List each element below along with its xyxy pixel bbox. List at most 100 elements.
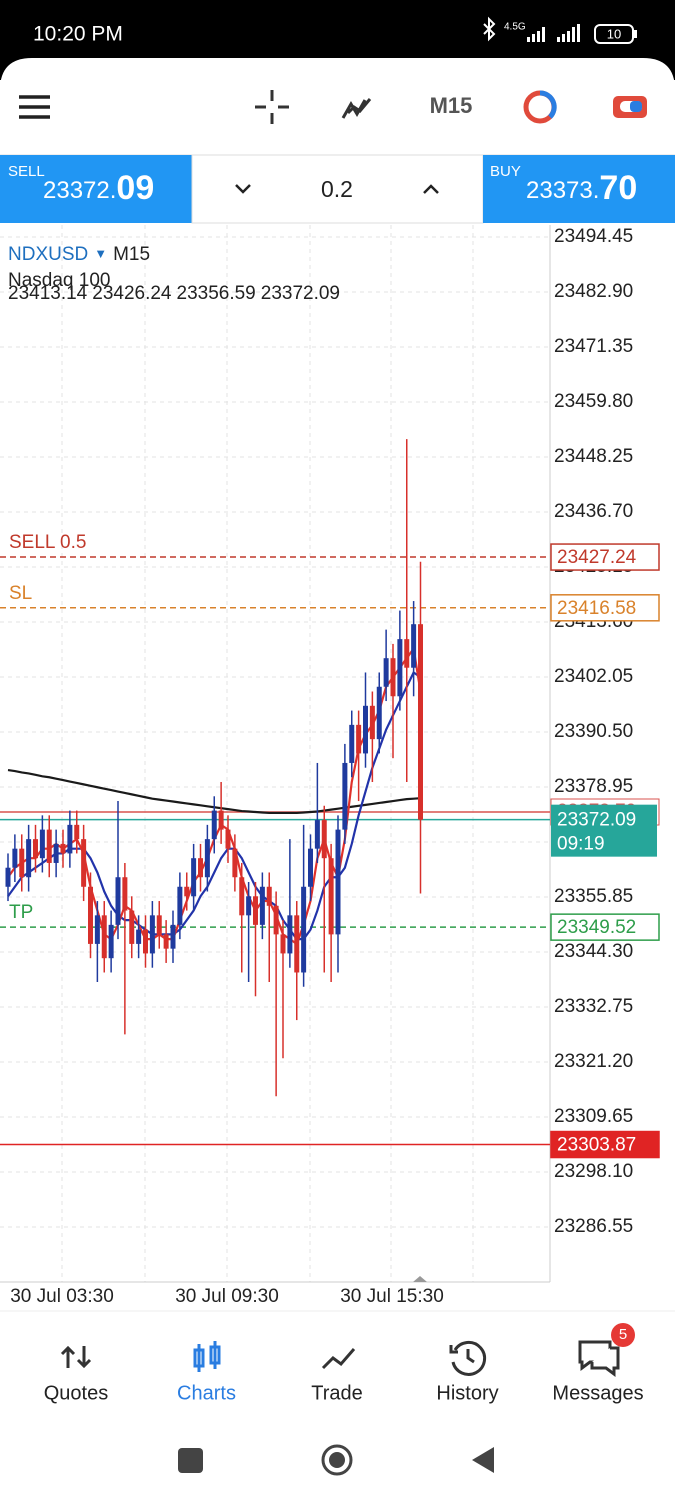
menu-button[interactable] [19, 95, 50, 119]
crosshair-button[interactable] [255, 90, 289, 124]
ohlc: 23413.14 23426.24 23356.59 23372.09 [8, 283, 340, 304]
sell-button[interactable] [0, 155, 192, 223]
timeframe: M15 [113, 244, 150, 265]
x-tick-label: 30 Jul 15:30 [340, 1286, 444, 1307]
high: 23426.24 [92, 283, 172, 304]
candle-body [349, 724, 355, 763]
candle-body [211, 810, 217, 840]
level-tag-label: 23427.24 [557, 547, 637, 568]
y-tick-label: 23390.50 [554, 721, 633, 742]
low: 23356.59 [177, 283, 256, 304]
candle-body [383, 658, 389, 687]
candle-body [266, 886, 272, 906]
candle-body [12, 848, 18, 868]
indicators-button[interactable] [341, 98, 372, 119]
y-tick-label: 23355.85 [554, 886, 633, 907]
y-tick-label: 23378.95 [554, 776, 633, 797]
battery [594, 24, 634, 44]
candle-body [342, 762, 348, 830]
battery-level: 10 [607, 26, 621, 41]
candle-body [74, 824, 80, 840]
candle-body [404, 639, 410, 668]
x-tick-label: 30 Jul 03:30 [10, 1286, 114, 1307]
nav-item[interactable]: Messages [552, 1382, 643, 1404]
candle-body [115, 877, 121, 925]
y-tick-label: 23482.90 [554, 281, 633, 302]
candle-body [149, 915, 155, 954]
candle-body [376, 686, 382, 740]
app-surface [0, 58, 675, 1500]
quotes-icon [60, 1345, 92, 1369]
y-tick-label: 23321.20 [554, 1051, 633, 1072]
candle-body [60, 843, 66, 854]
candle-body [294, 915, 300, 973]
level-tag [550, 1130, 660, 1159]
candle-body [397, 639, 403, 697]
trade-button[interactable] [613, 96, 647, 118]
candle-body [246, 896, 252, 916]
nav-item[interactable]: Charts [177, 1382, 236, 1404]
candle-body [280, 934, 286, 954]
y-tick-label: 23436.70 [554, 501, 633, 522]
candle-body [94, 915, 100, 944]
level-label: SL [9, 583, 32, 604]
candle-body [218, 810, 224, 830]
candle-body [287, 915, 293, 954]
candle-body [163, 934, 169, 949]
volume-up[interactable] [423, 184, 439, 194]
back-button[interactable] [472, 1447, 494, 1473]
level-tag-label: 23303.87 [557, 1135, 636, 1156]
candle-body [356, 724, 362, 754]
candle-body [390, 658, 396, 697]
candle-body [101, 915, 107, 959]
home-button[interactable] [321, 1444, 353, 1476]
price-tag [551, 804, 657, 857]
buy-button[interactable] [483, 155, 675, 223]
recents-button[interactable] [178, 1448, 203, 1473]
candle-body [191, 858, 197, 897]
candle-body [369, 705, 375, 740]
y-tick-label: 23402.05 [554, 666, 633, 687]
volume[interactable]: 0.2 [321, 176, 353, 202]
open: 23413.14 [8, 283, 88, 304]
symbol-dropdown[interactable]: ▼ [94, 246, 107, 261]
charts-icon [193, 1341, 221, 1372]
objects-button[interactable] [523, 90, 557, 124]
sell-price-big: 09 [116, 169, 154, 207]
candle-body [26, 839, 32, 878]
nav-item[interactable]: History [436, 1382, 498, 1404]
sell-label: SELL [8, 163, 45, 180]
candle-body [122, 877, 128, 911]
level-tag [550, 543, 660, 571]
candle-body [411, 624, 417, 668]
buy-label: BUY [490, 163, 521, 180]
candle-body [88, 886, 93, 944]
battery-tip [634, 30, 637, 38]
timeframe-button[interactable]: M15 [430, 93, 473, 118]
candle-body [136, 929, 142, 944]
x-tick-label: 30 Jul 09:30 [175, 1286, 279, 1307]
nav-item[interactable]: Trade [311, 1382, 363, 1404]
y-tick-label: 23309.65 [554, 1106, 633, 1127]
chart-header: NDXUSD ▼ M15 [8, 244, 150, 265]
candle-body [335, 829, 341, 935]
candle-body [314, 820, 320, 849]
candle-body [273, 905, 279, 935]
candle-body [81, 839, 87, 887]
volume-down[interactable] [235, 184, 251, 194]
y-tick-label: 23448.25 [554, 446, 633, 467]
bottom-nav: Quotes Charts Trade History Messages [44, 1382, 644, 1404]
nav-item[interactable]: Quotes [44, 1382, 108, 1404]
bluetooth-icon [483, 16, 496, 42]
candle-body [232, 848, 238, 878]
candle-body [301, 886, 307, 973]
y-tick-label: 23344.30 [554, 941, 633, 962]
sell-price: 23372.09 [43, 169, 154, 207]
candle-body [67, 824, 73, 854]
network: 4.5G [504, 22, 526, 33]
y-tick-label: 23286.55 [554, 1216, 633, 1237]
candle-body [156, 915, 162, 935]
candle-body [328, 858, 334, 935]
